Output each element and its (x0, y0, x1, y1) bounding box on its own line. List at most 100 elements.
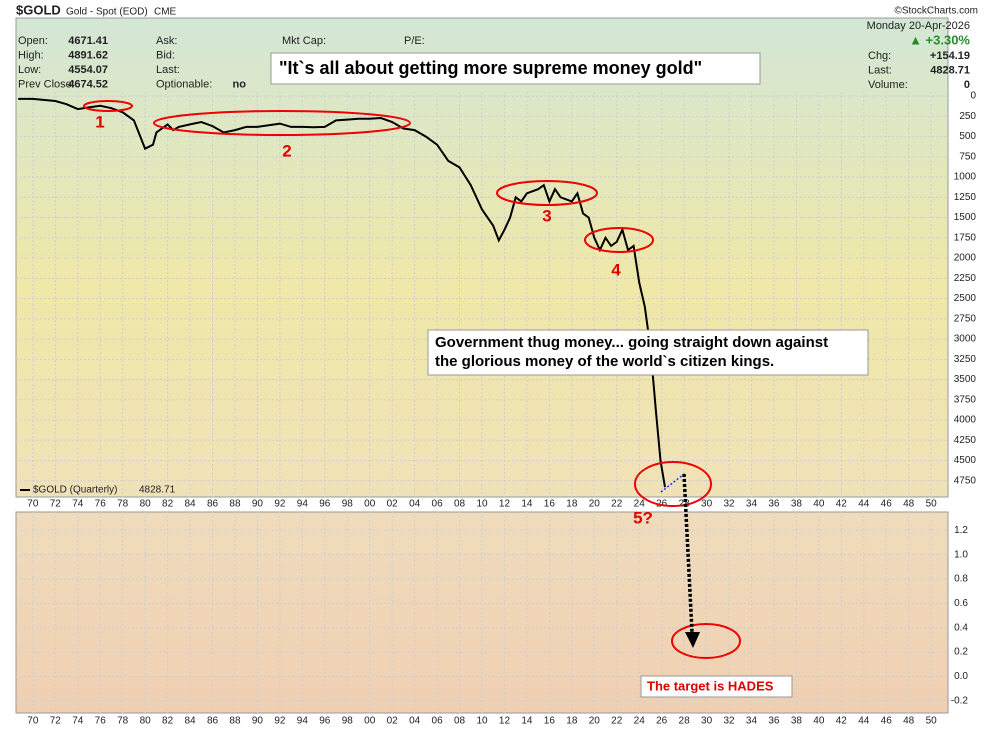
x-tick-label: 74 (72, 716, 84, 727)
change-pct: ▲ +3.30% (909, 32, 970, 47)
field-label: Prev Close: (18, 78, 75, 90)
x-tick-label: 44 (858, 499, 870, 510)
y-tick-label: 250 (959, 111, 976, 122)
x-tick-label: 16 (544, 499, 556, 510)
x-tick-label: 16 (544, 716, 556, 727)
x-tick-label: 72 (50, 499, 62, 510)
mark-label: 1 (95, 112, 104, 131)
exchange: CME (154, 7, 177, 18)
comment: the glorious money of the world`s citize… (435, 353, 774, 370)
field-label: Low: (18, 64, 41, 76)
x-tick-label: 70 (27, 499, 39, 510)
y-tick-label: 0.4 (954, 622, 968, 633)
target-box (640, 675, 793, 698)
x-tick-label: 08 (454, 499, 466, 510)
x-tick-label: 06 (432, 716, 444, 727)
x-tick-label: 74 (72, 499, 84, 510)
x-tick-label: 42 (836, 499, 848, 510)
x-tick-label: 80 (140, 499, 152, 510)
field-value: 4891.62 (68, 49, 108, 61)
x-tick-label: 22 (611, 716, 623, 727)
description: Gold - Spot (EOD) (66, 7, 148, 18)
x-tick-label: 80 (140, 716, 152, 727)
field-label: High: (18, 49, 44, 61)
x-tick-label: 76 (95, 499, 107, 510)
y-tick-label: 1500 (954, 212, 977, 223)
field-label: Volume: (868, 79, 908, 91)
x-tick-label: 36 (768, 716, 780, 727)
x-tick-label: 42 (836, 716, 848, 727)
field-value: 4671.41 (68, 35, 108, 47)
x-tick-label: 90 (252, 716, 264, 727)
x-tick-label: 26 (656, 716, 668, 727)
y-tick-label: 3250 (954, 354, 977, 365)
x-tick-label: 48 (903, 499, 915, 510)
x-tick-label: 46 (881, 499, 893, 510)
field-label: Last: (868, 64, 892, 76)
y-tick-label: 2500 (954, 293, 977, 304)
x-tick-label: 40 (813, 716, 825, 727)
y-tick-label: 0.6 (954, 598, 968, 609)
y-tick-label: 0.8 (954, 574, 968, 585)
y-tick-label: 0.0 (954, 671, 968, 682)
date: Monday 20-Apr-2026 (867, 20, 970, 32)
x-tick-label: 96 (319, 499, 331, 510)
x-tick-label: 84 (184, 499, 196, 510)
legend-label: $GOLD (Quarterly) (33, 485, 117, 496)
ellipse (153, 110, 411, 136)
x-tick-label: 10 (476, 499, 488, 510)
y-tick-label: 750 (959, 151, 976, 162)
x-tick-label: 34 (746, 499, 758, 510)
y-tick-label: 3750 (954, 394, 977, 405)
x-tick-label: 94 (297, 716, 309, 727)
x-tick-label: 50 (926, 499, 938, 510)
x-tick-label: 98 (342, 716, 354, 727)
x-tick-label: 04 (409, 499, 421, 510)
x-tick-label: 98 (342, 499, 354, 510)
mark-label: 3 (542, 206, 551, 225)
y-tick-label: 2250 (954, 273, 977, 284)
y-tick-label: 3500 (954, 374, 977, 385)
field-value: 4554.07 (68, 64, 108, 76)
x-tick-label: 86 (207, 499, 219, 510)
x-tick-label: 02 (387, 716, 399, 727)
field-label: Optionable: (156, 78, 212, 90)
source: ©StockCharts.com (894, 6, 978, 17)
mark-label: 5? (633, 508, 653, 527)
mark-label: 2 (282, 141, 291, 160)
y-tick-label: 1750 (954, 232, 977, 243)
x-tick-label: 18 (566, 716, 578, 727)
y-tick-label: 500 (959, 131, 976, 142)
x-tick-label: 86 (207, 716, 219, 727)
x-tick-label: 36 (768, 499, 780, 510)
legend-value: 4828.71 (139, 485, 176, 496)
y-tick-label: 2000 (954, 253, 977, 264)
x-tick-label: 84 (184, 716, 196, 727)
x-tick-label: 06 (432, 499, 444, 510)
x-tick-label: 00 (364, 716, 376, 727)
x-tick-label: 30 (701, 499, 713, 510)
x-tick-label: 38 (791, 499, 803, 510)
field-label: P/E: (404, 35, 425, 47)
field-value: 4674.52 (68, 78, 108, 90)
x-tick-label: 00 (364, 499, 376, 510)
x-tick-label: 82 (162, 499, 174, 510)
x-tick-label: 76 (95, 716, 107, 727)
y-tick-label: 1250 (954, 192, 977, 203)
x-tick-label: 46 (881, 716, 893, 727)
x-tick-label: 38 (791, 716, 803, 727)
quote: "It`s all about getting more supreme mon… (279, 58, 702, 78)
x-tick-label: 78 (117, 499, 129, 510)
arrow (682, 473, 694, 633)
y-tick-label: 4500 (954, 455, 977, 466)
y-tick-label: 2750 (954, 313, 977, 324)
y-tick-label: 1.2 (954, 525, 968, 536)
field-label: Ask: (156, 35, 177, 47)
field-value: no (233, 78, 247, 90)
x-tick-label: 34 (746, 716, 758, 727)
x-tick-label: 90 (252, 499, 264, 510)
x-tick-label: 32 (723, 499, 735, 510)
field-label: Bid: (156, 49, 175, 61)
ellipse (634, 461, 712, 507)
comment-box (427, 329, 869, 376)
